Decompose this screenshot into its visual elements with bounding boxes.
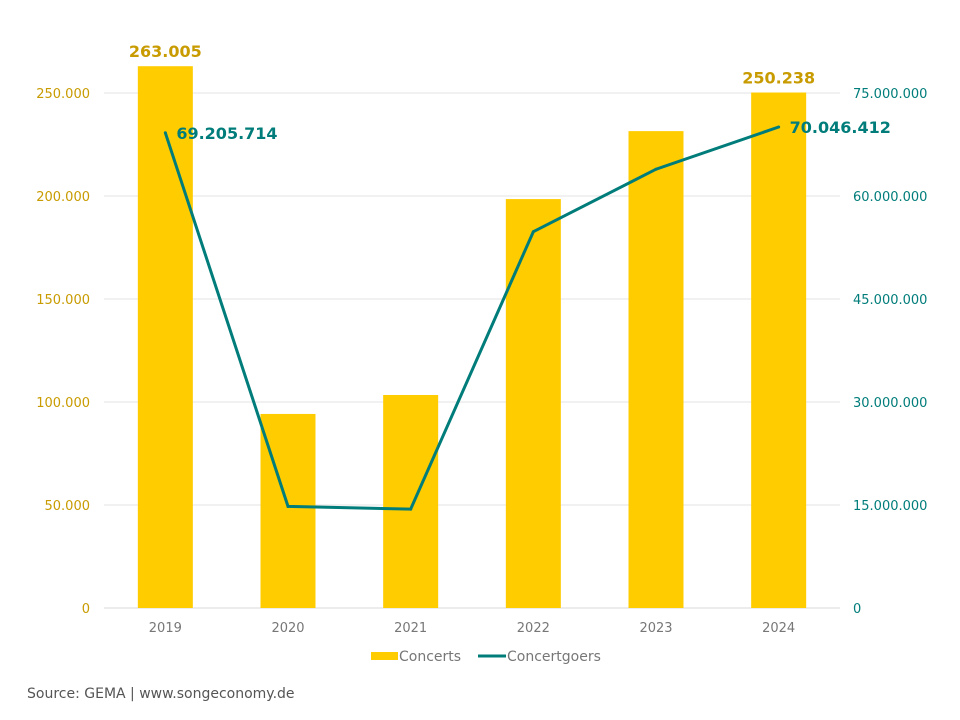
line-concertgoers <box>163 125 780 511</box>
bar-concerts-2024 <box>751 92 807 609</box>
y-left-tick-label: 100.000 <box>36 396 90 411</box>
bar-concerts-2019 <box>137 66 193 608</box>
x-tick-label: 2024 <box>762 621 795 636</box>
y-left-tick-label: 200.000 <box>36 190 90 205</box>
x-tick-label: 2022 <box>517 621 550 636</box>
y-right-tick-label: 45.000.000 <box>853 293 927 308</box>
bar-data-label: 250.238 <box>742 69 815 88</box>
point-concertgoers-2023 <box>654 167 658 171</box>
legend-swatch-concerts <box>371 652 398 660</box>
y-left-tick-label: 0 <box>82 602 90 617</box>
bar-concerts-2021 <box>383 394 439 608</box>
x-tick-label: 2021 <box>394 621 427 636</box>
point-concertgoers-2021 <box>409 507 413 511</box>
y-left-tick-label: 150.000 <box>36 293 90 308</box>
point-concertgoers-2024 <box>777 125 781 129</box>
source-note: Source: GEMA | www.songeconomy.de <box>27 686 295 702</box>
y-right-tick-label: 60.000.000 <box>853 190 927 205</box>
y-right-tick-label: 75.000.000 <box>853 87 927 102</box>
bar-concerts-2023 <box>628 131 684 609</box>
x-tick-label: 2023 <box>639 621 672 636</box>
bar-concerts-2022 <box>505 199 561 608</box>
y-left-tick-label: 50.000 <box>45 499 91 514</box>
y-left-tick-label: 250.000 <box>36 87 90 102</box>
point-concertgoers-2020 <box>286 504 290 508</box>
y-right-tick-label: 15.000.000 <box>853 499 927 514</box>
y-right-tick-label: 0 <box>853 602 861 617</box>
line-data-label: 69.205.714 <box>176 124 277 143</box>
bar-data-label: 263.005 <box>129 42 202 61</box>
legend-label-concerts: Concerts <box>399 649 461 665</box>
legend-label-concertgoers: Concertgoers <box>507 649 601 665</box>
line-data-label: 70.046.412 <box>790 118 891 137</box>
x-tick-label: 2020 <box>271 621 304 636</box>
x-tick-label: 2019 <box>149 621 182 636</box>
point-concertgoers-2019 <box>163 131 167 135</box>
y-right-tick-label: 30.000.000 <box>853 396 927 411</box>
point-concertgoers-2022 <box>531 230 535 234</box>
